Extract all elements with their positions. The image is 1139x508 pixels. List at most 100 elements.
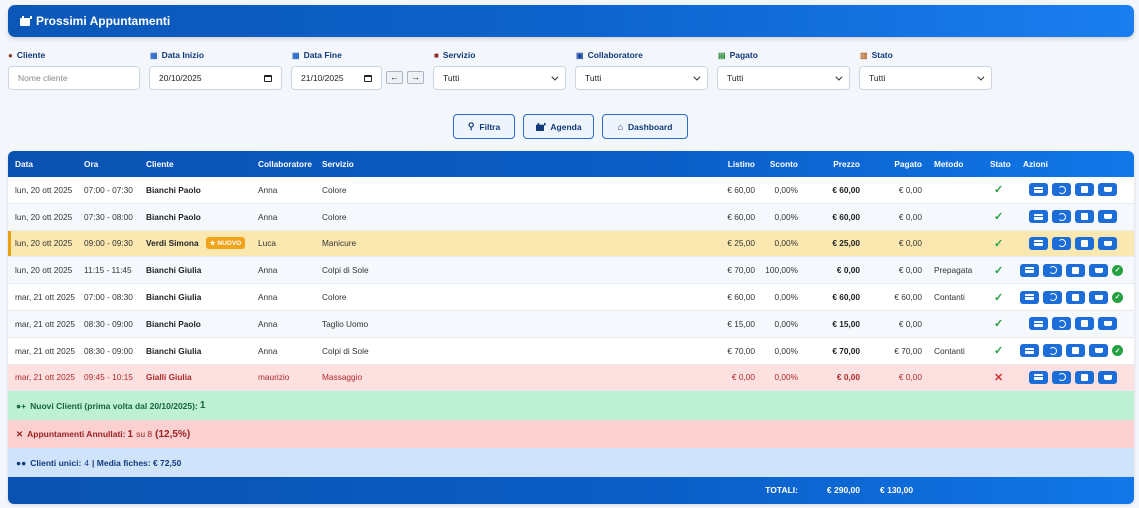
close-icon: ✕ [16,428,24,439]
payment-button[interactable] [1029,236,1048,250]
payment-button[interactable] [1020,290,1039,304]
filtra-button[interactable]: ⚲ Filtra [453,114,515,139]
next-day-button[interactable]: → [407,71,424,84]
cell-listino: € 15,00 [727,318,755,329]
table-row[interactable]: lun, 20 ott 2025 07:00 - 07:30 Bianchi Pao… [8,177,1134,204]
filtra-label: Filtra [479,121,501,132]
calendar-icon [1081,373,1088,381]
cart-icon [1094,294,1103,300]
cell-servizio: Colore [322,211,347,222]
agenda-button[interactable]: Agenda [523,114,594,139]
history-button[interactable] [1052,210,1071,224]
col-stato: Stato [990,159,1011,169]
payment-button[interactable] [1020,263,1039,277]
cell-sconto: 0,00% [774,184,798,195]
pagato-select[interactable]: Tutti [717,66,850,90]
data-fine-input[interactable]: 21/10/2025 [291,66,382,90]
cell-sconto: 100,00% [765,265,798,276]
history-button[interactable] [1043,344,1062,358]
table-row[interactable]: mar, 21 ott 2025 07:00 - 08:30 Bianchi Giu… [8,284,1134,311]
calendar-button[interactable] [1066,344,1085,358]
filter-cliente-label: Cliente [16,50,46,60]
dashboard-button[interactable]: ⌂ Dashboard [602,114,688,139]
credit-card-icon [1034,240,1043,247]
cart-button[interactable] [1098,370,1117,384]
filter-data-fine: ▦ Data Fine [292,49,342,61]
cancelled-icon: ✕ [994,371,1004,384]
cell-collaboratore: Anna [258,211,278,222]
user-plus-icon: ●+ [16,400,27,411]
table-row[interactable]: mar, 21 ott 2025 08:30 - 09:00 Bianchi Giu… [8,338,1134,365]
credit-card-icon [1034,320,1043,327]
payment-button[interactable] [1029,210,1048,224]
cell-ora: 07:00 - 08:30 [84,292,133,303]
cell-cliente[interactable]: Bianchi Giulia [146,345,202,356]
cell-cliente[interactable]: Gialli Giulia [146,372,192,383]
stato-value: Tutti [869,73,886,83]
calendar-button[interactable] [1066,263,1085,277]
data-inizio-input[interactable]: 20/10/2025 [149,66,282,90]
payment-button[interactable] [1029,183,1048,197]
calendar-button[interactable] [1075,317,1094,331]
cart-button[interactable] [1098,210,1117,224]
cell-metodo: Contanti [934,345,965,356]
cell-collaboratore: Anna [258,318,278,329]
data-inizio-value: 20/10/2025 [159,73,202,83]
col-listino: Listino [727,159,755,169]
history-button[interactable] [1052,183,1071,197]
cell-cliente[interactable]: Bianchi Paolo [146,184,201,195]
stato-select[interactable]: Tutti [859,66,992,90]
paid-check-icon: ✓ [1112,264,1123,276]
payment-button[interactable] [1029,370,1048,384]
calendar-button[interactable] [1075,210,1094,224]
cell-cliente[interactable]: Bianchi Paolo [146,211,201,222]
summary-nuovi-clienti: ●+ Nuovi Clienti (prima volta dal 20/10/… [8,391,1134,420]
cart-button[interactable] [1098,183,1117,197]
servizio-select[interactable]: Tutti [433,66,566,90]
calendar-button[interactable] [1075,183,1094,197]
calendar-button[interactable] [1075,370,1094,384]
cell-sconto: 0,00% [774,318,798,329]
credit-card-icon [1034,374,1043,381]
cart-button[interactable] [1089,290,1108,304]
cell-cliente[interactable]: Verdi Simona [146,238,199,249]
cell-servizio: Manicure [322,238,357,249]
history-icon [1057,319,1066,328]
cliente-input[interactable]: Nome cliente [8,66,140,90]
cell-servizio: Taglio Uomo [322,318,369,329]
cart-button[interactable] [1089,344,1108,358]
history-button[interactable] [1043,263,1062,277]
filter-pagato: ▤ Pagato [718,49,758,61]
table-row[interactable]: lun, 20 ott 2025 09:00 - 09:30 Verdi Simon… [8,230,1134,258]
cell-data: mar, 21 ott 2025 [15,318,75,329]
cell-listino: € 70,00 [727,345,755,356]
totals-label: TOTALI: [765,485,798,496]
cell-cliente[interactable]: Bianchi Giulia [146,292,202,303]
cart-button[interactable] [1098,317,1117,331]
date-picker-icon[interactable] [364,74,372,82]
history-button[interactable] [1052,236,1071,250]
calendar-button[interactable] [1075,236,1094,250]
unici-value: 4 [84,457,90,468]
cell-cliente[interactable]: Bianchi Paolo [146,318,201,329]
table-row[interactable]: mar, 21 ott 2025 09:45 - 10:15 Gialli Giul… [8,364,1134,392]
prev-day-button[interactable]: ← [386,71,403,84]
table-row[interactable]: lun, 20 ott 2025 11:15 - 11:45 Bianchi Giu… [8,257,1134,285]
table-row[interactable]: mar, 21 ott 2025 08:30 - 09:00 Bianchi Pao… [8,310,1134,338]
summary-annullati: ✕ Appuntamenti Annullati: 1 su 8 (12,5%) [8,419,1134,449]
cart-button[interactable] [1098,236,1117,250]
history-button[interactable] [1052,317,1071,331]
cart-button[interactable] [1089,263,1108,277]
agenda-label: Agenda [550,121,582,132]
date-picker-icon[interactable] [264,74,272,82]
payment-button[interactable] [1029,317,1048,331]
history-button[interactable] [1052,370,1071,384]
cell-servizio: Colore [322,184,347,195]
cell-cliente[interactable]: Bianchi Giulia [146,265,202,276]
credit-card-icon [1025,267,1034,274]
collaboratore-select[interactable]: Tutti [575,66,708,90]
calendar-button[interactable] [1066,290,1085,304]
table-row[interactable]: lun, 20 ott 2025 07:30 - 08:00 Bianchi Pao… [8,203,1134,231]
payment-button[interactable] [1020,344,1039,358]
history-button[interactable] [1043,290,1062,304]
